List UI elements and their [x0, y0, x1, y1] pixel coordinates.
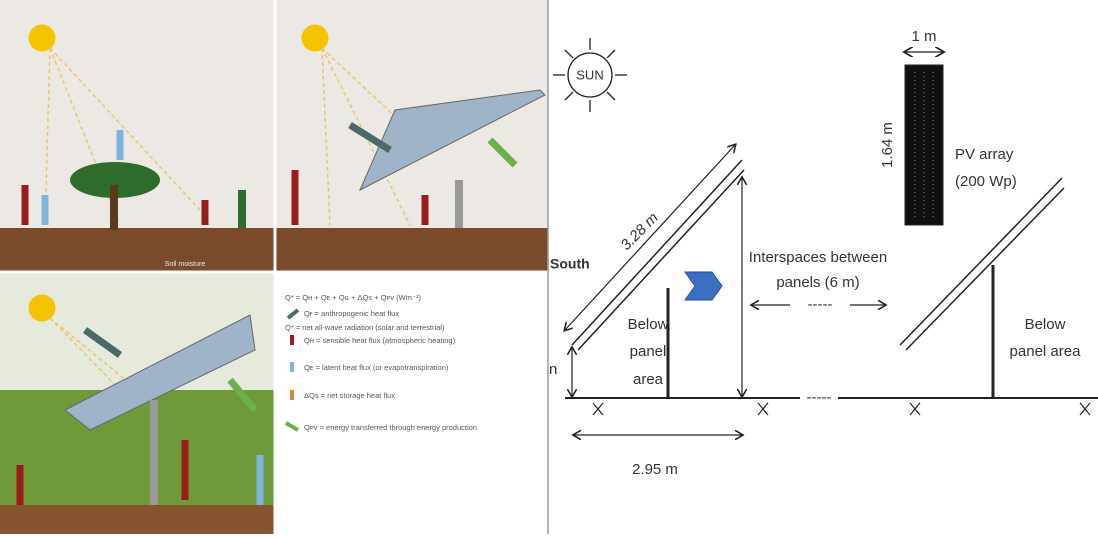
sun-label: SUN	[576, 67, 603, 82]
legend-item: Qᴘᴠ = energy transferred through energy …	[304, 423, 477, 432]
area-label: Below	[1025, 316, 1066, 333]
array-power: (200 Wp)	[955, 173, 1017, 190]
dimension-label: n	[549, 361, 557, 378]
dimension-label: 1.64 m	[879, 122, 896, 168]
legend-item: Q* = net all-wave radiation (solar and t…	[285, 323, 445, 332]
legend-item: Qʜ = sensible heat flux (atmospheric hea…	[304, 336, 456, 345]
interspace-label: panels (6 m)	[776, 274, 859, 291]
area-label: panel	[630, 343, 667, 360]
dimension-label: 1 m	[911, 28, 936, 45]
legend-item: ΔQѕ = net storage heat flux	[304, 391, 395, 400]
area-label: area	[633, 371, 664, 388]
dimension-label: 2.95 m	[632, 461, 678, 478]
array-label: PV array	[955, 146, 1014, 163]
legend-item: Qᴇ = latent heat flux (or evapotranspira…	[304, 363, 449, 372]
area-label: panel area	[1010, 343, 1082, 360]
interspace-label: Interspaces between	[749, 249, 887, 266]
soil-label: Soil moisture	[165, 261, 206, 268]
legend-item: Qғ = anthropogenic heat flux	[304, 309, 399, 318]
layout-diagram	[553, 38, 1098, 435]
dash: -----	[807, 389, 832, 406]
area-label: Below	[628, 316, 669, 333]
direction-label: South	[550, 256, 590, 272]
illustration: Soil moisture Q* = Qʜ + Qᴇ + Qɢ + ΔQѕ + …	[0, 0, 549, 534]
legend-item: Q* = Qʜ + Qᴇ + Qɢ + ΔQѕ + Qᴘᴠ (Wm⁻²)	[285, 293, 421, 302]
dash: -----	[808, 296, 833, 313]
